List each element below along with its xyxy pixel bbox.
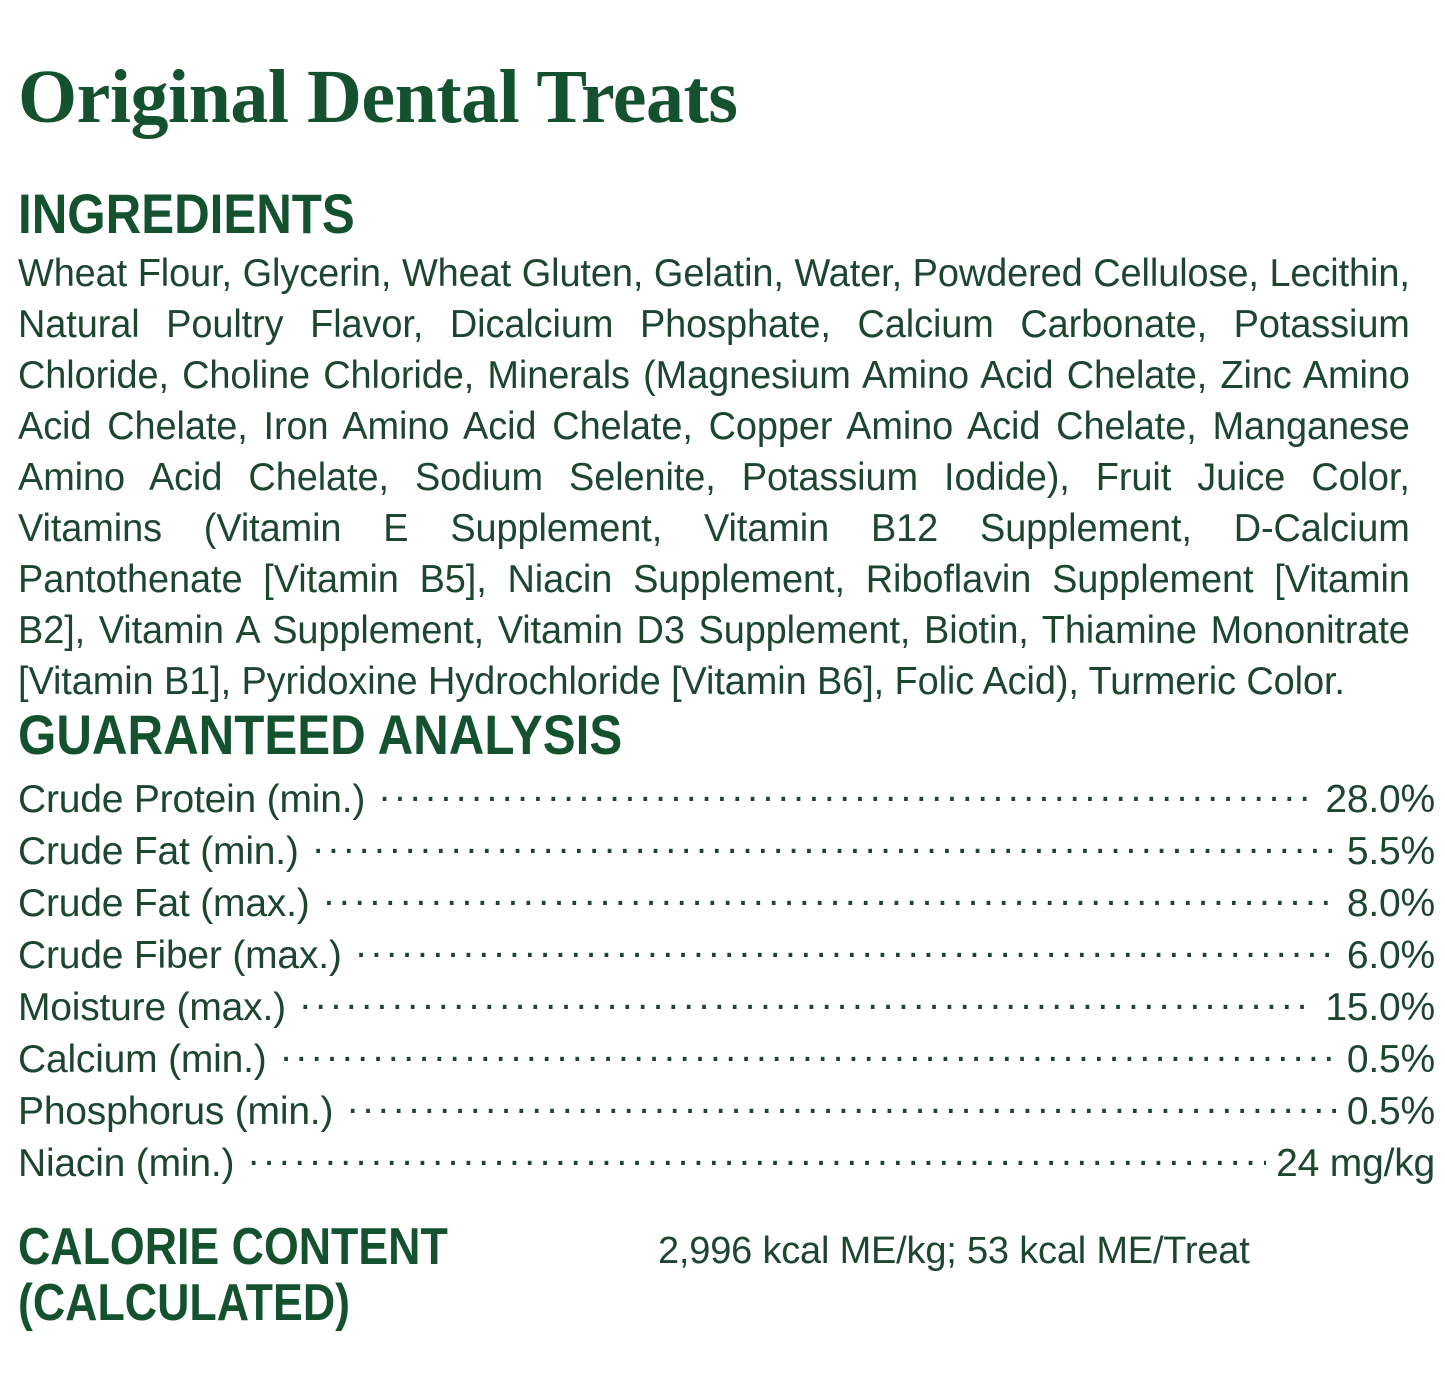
analysis-row: Crude Fat (max.) 8.0% bbox=[18, 877, 1435, 929]
dot-leader bbox=[347, 1085, 1337, 1124]
analysis-row: Niacin (min.) 24 mg/kg bbox=[18, 1137, 1435, 1189]
analysis-row: Crude Fiber (max.) 6.0% bbox=[18, 929, 1435, 981]
ingredients-text: Wheat Flour, Glycerin, Wheat Gluten, Gel… bbox=[18, 251, 1410, 703]
calorie-content-section: CALORIE CONTENT (CALCULATED) 2,996 kcal … bbox=[18, 1219, 1445, 1331]
analysis-row-value: 15.0% bbox=[1325, 985, 1435, 1029]
analysis-row-value: 5.5% bbox=[1346, 829, 1435, 873]
analysis-row-value: 24 mg/kg bbox=[1276, 1141, 1435, 1185]
analysis-row-label: Phosphorus (min.) bbox=[18, 1089, 334, 1133]
guaranteed-analysis-table: Crude Protein (min.) 28.0% Crude Fat (mi… bbox=[18, 773, 1435, 1189]
analysis-row-value: 8.0% bbox=[1346, 881, 1435, 925]
guaranteed-analysis-heading: GUARANTEED ANALYSIS bbox=[18, 702, 623, 766]
dot-leader bbox=[356, 929, 1337, 968]
analysis-row-label: Crude Fat (min.) bbox=[18, 829, 299, 873]
product-title: Original Dental Treats bbox=[18, 54, 738, 139]
dot-leader bbox=[300, 981, 1316, 1020]
analysis-row: Crude Protein (min.) 28.0% bbox=[18, 773, 1435, 825]
analysis-row-value: 6.0% bbox=[1346, 933, 1435, 977]
analysis-row: Moisture (max.) 15.0% bbox=[18, 981, 1435, 1033]
dot-leader bbox=[281, 1033, 1337, 1072]
analysis-row-label: Crude Fiber (max.) bbox=[18, 933, 342, 977]
calorie-content-heading: CALORIE CONTENT (CALCULATED) bbox=[18, 1219, 568, 1331]
analysis-row-label: Calcium (min.) bbox=[18, 1037, 267, 1081]
analysis-row-value: 0.5% bbox=[1346, 1037, 1435, 1081]
ingredients-heading: INGREDIENTS bbox=[18, 181, 355, 245]
analysis-row-label: Moisture (max.) bbox=[18, 985, 286, 1029]
analysis-row: Crude Fat (min.) 5.5% bbox=[18, 825, 1435, 877]
analysis-row-label: Niacin (min.) bbox=[18, 1141, 235, 1185]
analysis-row: Calcium (min.) 0.5% bbox=[18, 1033, 1435, 1085]
calorie-content-heading-line1: CALORIE CONTENT bbox=[18, 1217, 448, 1276]
dot-leader bbox=[313, 825, 1337, 864]
calorie-content-heading-line2: (CALCULATED) bbox=[18, 1273, 351, 1332]
analysis-row-value: 0.5% bbox=[1346, 1089, 1435, 1133]
dot-leader bbox=[379, 773, 1315, 812]
analysis-row: Phosphorus (min.) 0.5% bbox=[18, 1085, 1435, 1137]
analysis-row-label: Crude Fat (max.) bbox=[18, 881, 310, 925]
analysis-row-value: 28.0% bbox=[1325, 777, 1435, 821]
analysis-row-label: Crude Protein (min.) bbox=[18, 777, 366, 821]
calorie-content-value: 2,996 kcal ME/kg; 53 kcal ME/Treat bbox=[658, 1229, 1250, 1272]
dot-leader bbox=[248, 1137, 1266, 1176]
dot-leader bbox=[324, 877, 1337, 916]
